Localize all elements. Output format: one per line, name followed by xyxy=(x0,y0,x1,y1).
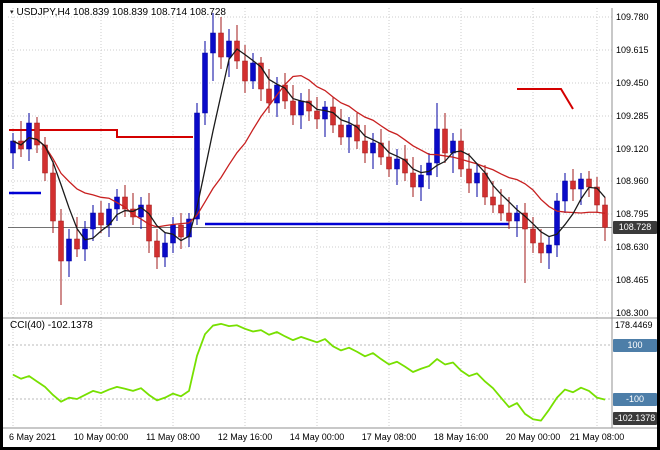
time-axis-label: 10 May 00:00 xyxy=(73,432,129,442)
chart-marker-icon: ▾ xyxy=(10,9,14,16)
cci-upper-level-badge: 100 xyxy=(613,339,657,352)
price-axis-label: 108.960 xyxy=(616,176,649,186)
time-axis-label: 18 May 16:00 xyxy=(433,432,489,442)
price-axis-label: 108.795 xyxy=(616,209,649,219)
time-axis-label: 11 May 08:00 xyxy=(146,432,200,442)
time-axis-label: 6 May 2021 xyxy=(9,432,57,442)
current-price-badge: 108.728 xyxy=(613,220,657,234)
time-axis-label: 20 May 00:00 xyxy=(505,432,561,442)
cci-indicator-label: CCI(40) -102.1378 xyxy=(10,320,93,331)
chart-canvas[interactable] xyxy=(3,3,657,447)
price-axis-label: 109.615 xyxy=(616,45,649,55)
time-axis-label: 17 May 08:00 xyxy=(361,432,417,442)
cci-lower-level-badge: -100 xyxy=(613,393,657,406)
time-axis-label: 14 May 00:00 xyxy=(289,432,345,442)
price-axis-label: 109.285 xyxy=(616,111,649,121)
price-axis-label: 109.450 xyxy=(616,78,649,88)
chart-title-text: USDJPY,H4 108.839 108.839 108.714 108.72… xyxy=(16,7,226,18)
price-axis-label: 108.630 xyxy=(616,242,649,252)
price-axis-label: 109.120 xyxy=(616,144,649,154)
time-axis-label: 21 May 08:00 xyxy=(569,432,625,442)
chart-title: ▾ USDJPY,H4 108.839 108.839 108.714 108.7… xyxy=(10,7,226,18)
price-axis-label: 109.780 xyxy=(616,12,649,22)
cci-current-value-badge: -102.1378 xyxy=(613,412,657,425)
price-axis-label: 108.465 xyxy=(616,275,649,285)
price-axis-label: 108.300 xyxy=(616,308,649,318)
cci-max-value-label: 178.4469 xyxy=(615,320,653,330)
time-axis-label: 12 May 16:00 xyxy=(217,432,273,442)
